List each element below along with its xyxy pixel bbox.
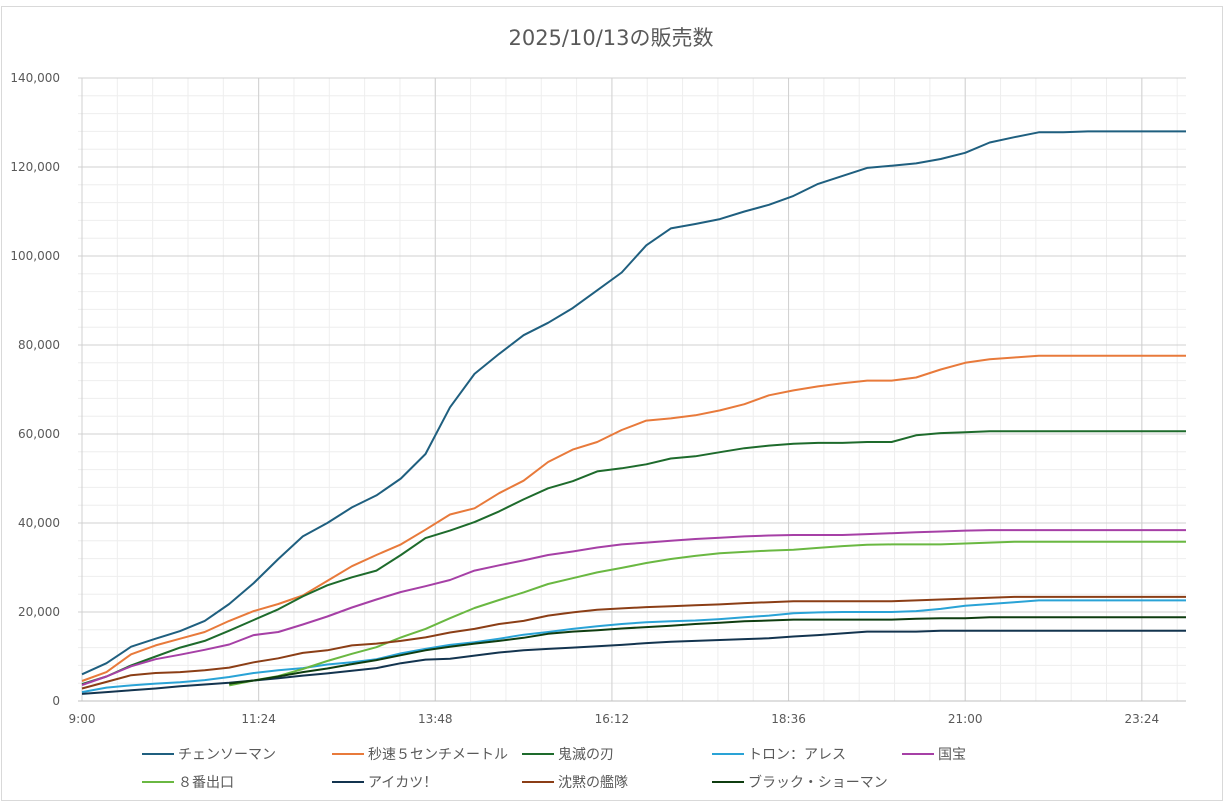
series-line-7	[81, 629, 1186, 695]
series-line-3	[81, 430, 1186, 686]
y-tick-labels: 0 20,000 40,000 60,000 80,000 100,000 120,000 1…	[10, 71, 60, 708]
x-tick-label: 21:00	[948, 712, 983, 726]
y-tick-label: 60,000	[18, 427, 60, 441]
series-line-4	[81, 599, 1186, 694]
y-tick-label: 40,000	[18, 516, 60, 530]
x-tick-label: 16:12	[595, 712, 630, 726]
series-line-5	[81, 529, 1186, 686]
y-tick-label: 120,000	[10, 160, 60, 174]
major-gridlines	[78, 77, 1186, 702]
y-tick-label: 140,000	[10, 71, 60, 85]
series-line-2	[81, 354, 1186, 682]
series-line-8	[81, 595, 1186, 690]
y-tick-label: 0	[52, 694, 60, 708]
series-line-9	[229, 616, 1186, 685]
x-tick-label: 23:24	[1125, 712, 1160, 726]
chart-title: 2025/10/13の販売数	[508, 26, 714, 50]
x-tick-label: 9:00	[69, 712, 96, 726]
y-tick-label: 80,000	[18, 338, 60, 352]
series-line-1	[81, 130, 1186, 676]
series-lines	[81, 130, 1186, 695]
y-tick-label: 100,000	[10, 249, 60, 263]
x-tick-label: 13:48	[418, 712, 453, 726]
y-tick-label: 20,000	[18, 605, 60, 619]
series-line-6	[229, 540, 1186, 687]
x-tick-label: 18:36	[771, 712, 806, 726]
x-tick-labels: 9:00 11:24 13:48 16:12 18:36 21:00 23:24	[69, 712, 1160, 726]
x-tick-label: 11:24	[241, 712, 276, 726]
